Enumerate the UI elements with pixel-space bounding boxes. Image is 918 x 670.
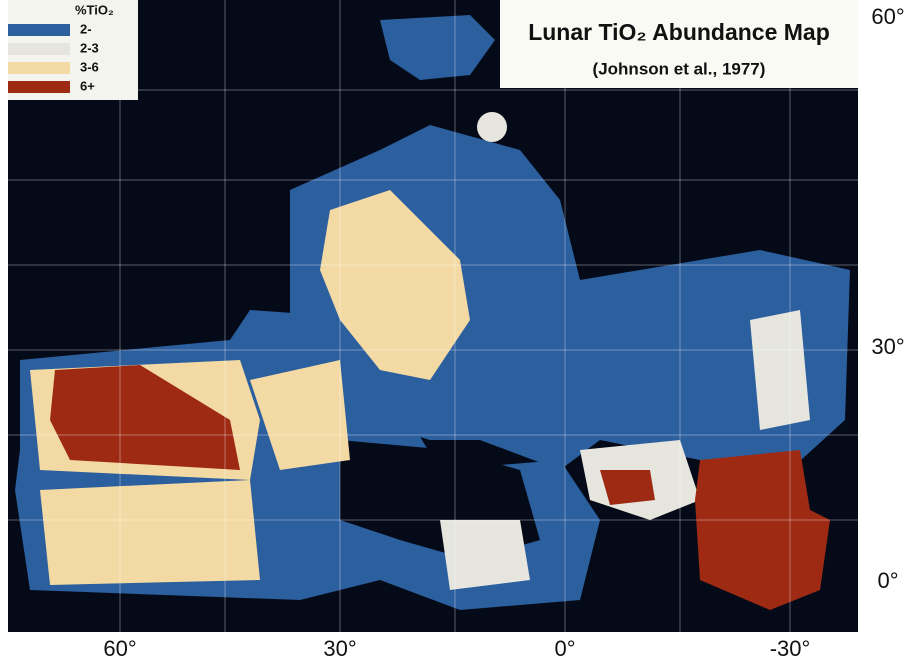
x-axis-label: 60° [103,636,136,661]
crater [477,112,507,142]
y-axis-label: 30° [871,334,904,359]
legend-label: 3-6 [80,59,99,74]
region-low [290,125,850,470]
region-high [600,470,655,505]
region-high [695,450,830,610]
legend-label: 2-3 [80,40,99,55]
subtitle: (Johnson et al., 1977) [593,59,766,78]
legend-swatch [8,24,70,36]
title: Lunar TiO₂ Abundance Map [528,19,830,45]
region-mid [320,190,470,380]
x-axis-label: -30° [770,636,811,661]
region-low [380,15,495,80]
legend-label: 6+ [80,78,95,93]
x-axis-labels: 60° 30° 0° -30° [103,636,810,661]
region-low-mid [750,310,810,430]
legend-label: 2- [80,21,92,36]
region-high [50,365,240,470]
legend-swatch [8,81,70,93]
region-mid [250,360,350,470]
mare-regions [15,15,850,610]
y-axis-label: 0° [877,568,898,593]
x-axis-label: 0° [554,636,575,661]
y-axis-labels: 60° 30° 0° [871,4,904,593]
graticule [8,0,858,632]
region-mid [40,480,260,585]
y-axis-label: 60° [871,4,904,29]
legend-swatch [8,43,70,55]
region-low-mid [440,520,530,590]
legend: %TiO₂ 2- 2-3 3-6 6+ [8,0,138,100]
x-axis-label: 30° [323,636,356,661]
title-box [500,0,858,88]
legend-title: %TiO₂ [75,2,114,17]
legend-swatch [8,62,70,74]
